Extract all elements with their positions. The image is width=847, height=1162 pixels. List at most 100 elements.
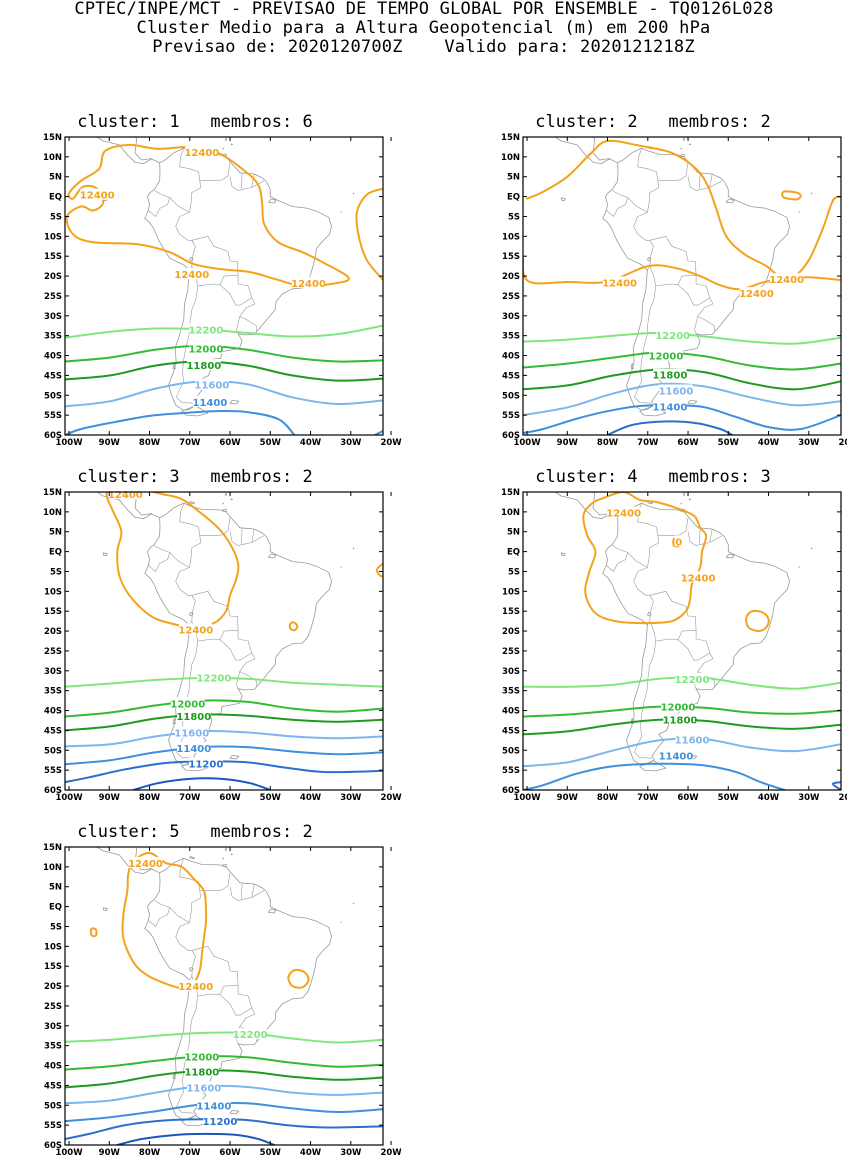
lat-tick-label: 20S [44, 272, 62, 282]
contour-label: 12400 [178, 982, 213, 993]
country-border [192, 946, 238, 985]
island-outline [225, 848, 226, 850]
panel-title: cluster: 3 membros: 2 [30, 467, 360, 489]
lon-tick-label: 20W [838, 438, 847, 448]
lat-tick-label: 35S [44, 332, 62, 342]
island-outline [681, 503, 682, 504]
contour-label: 11800 [176, 712, 211, 723]
lat-tick-label: 10S [502, 232, 520, 242]
lon-tick-label: 100W [513, 793, 541, 803]
island-outline [173, 719, 175, 724]
coastlines [65, 111, 380, 416]
country-border [650, 591, 696, 630]
lat-tick-label: 35S [44, 1042, 62, 1052]
lat-tick-label: 10N [501, 153, 520, 163]
lat-tick-label: 25S [44, 1002, 62, 1012]
contour-label: 12200 [197, 674, 232, 685]
island-outline [231, 499, 232, 500]
contour-line [65, 362, 383, 381]
map-figure: 1240012400122001200011800116001140011200… [30, 844, 395, 1162]
lat-tick-label: 10S [44, 587, 62, 597]
country-border [170, 907, 190, 922]
island-outline [225, 138, 226, 140]
lat-tick-label: 15N [501, 488, 520, 498]
contour-label: 11400 [176, 744, 211, 755]
country-border [230, 887, 264, 901]
contour-line [67, 145, 349, 286]
country-border [200, 873, 230, 891]
lon-tick-label: 60W [677, 438, 699, 448]
lat-tick-label: 45S [44, 371, 62, 381]
island-outline [631, 364, 633, 369]
lat-tick-label: 10N [501, 508, 520, 518]
lat-tick-label: EQ [507, 193, 520, 203]
lat-tick-label: 10N [43, 863, 62, 873]
country-border [241, 884, 242, 899]
island-outline [173, 364, 175, 369]
country-border [148, 191, 169, 217]
lon-tick-label: 40W [758, 793, 780, 803]
lat-tick-label: 5N [49, 883, 62, 893]
contour-line [65, 346, 383, 362]
lon-tick-label: 20W [380, 793, 402, 803]
lat-tick-label: 30S [44, 667, 62, 677]
country-border [658, 163, 688, 181]
lat-tick-label: 5S [508, 567, 520, 577]
lon-tick-label: 50W [718, 438, 740, 448]
lon-tick-label: 60W [219, 438, 241, 448]
contour-label: 11800 [653, 371, 688, 382]
lon-tick-label: 100W [55, 438, 83, 448]
country-border [148, 901, 169, 927]
country-border [200, 518, 230, 536]
contour-line [65, 326, 383, 338]
contour-line [290, 622, 298, 630]
country-border [699, 529, 700, 544]
lat-tick-label: 40S [44, 1062, 62, 1072]
country-border [678, 630, 710, 660]
lon-tick-label: 90W [99, 793, 121, 803]
contour-label: 12400 [739, 289, 774, 300]
island-outline [726, 199, 734, 203]
country-border [698, 298, 715, 331]
lat-tick-label: 30S [502, 312, 520, 322]
country-border [200, 163, 230, 181]
contour-label: 11800 [186, 361, 221, 372]
contour-label: 12000 [188, 344, 223, 355]
lon-tick-label: 30W [340, 438, 362, 448]
contour-label: 12400 [184, 148, 219, 159]
map-frame [65, 492, 383, 790]
island-outline [374, 485, 380, 492]
title-line-2: Cluster Medio para a Altura Geopotencial… [0, 19, 847, 38]
contour-label: 11400 [197, 1101, 232, 1112]
lat-tick-label: 55S [44, 411, 62, 421]
country-border [252, 884, 254, 898]
island-outline [223, 858, 224, 859]
lat-tick-label: 45S [502, 726, 520, 736]
lon-tick-label: 20W [380, 438, 402, 448]
island-outline [173, 1074, 175, 1079]
lon-tick-label: 60W [219, 793, 241, 803]
contour-line [65, 411, 294, 435]
lat-tick-label: 5N [49, 173, 62, 183]
lat-tick-label: 10S [44, 942, 62, 952]
lon-tick-label: 70W [637, 793, 659, 803]
lat-tick-label: 15N [43, 488, 62, 498]
contour-label: 12400 [602, 278, 637, 289]
contour-line [377, 564, 383, 577]
contour-label: 12400 [769, 275, 804, 286]
lat-tick-label: 5N [507, 528, 520, 538]
island-outline [268, 909, 276, 913]
lon-tick-label: 70W [179, 793, 201, 803]
contour-label: 11400 [653, 402, 688, 413]
lat-tick-label: 15S [44, 607, 62, 617]
country-border [710, 174, 712, 188]
panel-title: cluster: 1 membros: 6 [30, 112, 360, 134]
country-border [650, 621, 696, 641]
panel-title: cluster: 5 membros: 2 [30, 822, 360, 844]
lat-tick-label: 20S [44, 627, 62, 637]
country-border [628, 552, 648, 567]
lat-tick-label: 5N [507, 173, 520, 183]
country-border [650, 236, 696, 275]
